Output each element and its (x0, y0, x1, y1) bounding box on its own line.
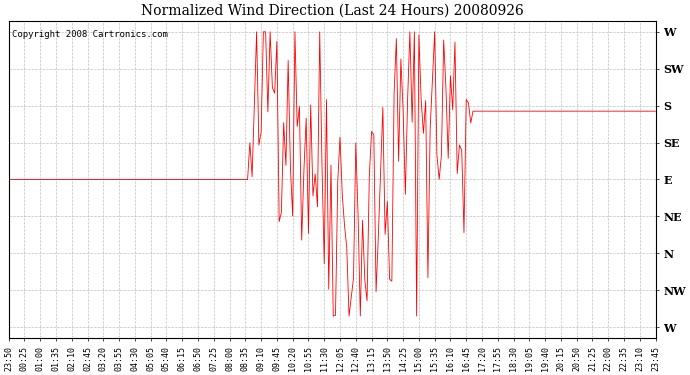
Text: Copyright 2008 Cartronics.com: Copyright 2008 Cartronics.com (12, 30, 168, 39)
Title: Normalized Wind Direction (Last 24 Hours) 20080926: Normalized Wind Direction (Last 24 Hours… (141, 4, 524, 18)
